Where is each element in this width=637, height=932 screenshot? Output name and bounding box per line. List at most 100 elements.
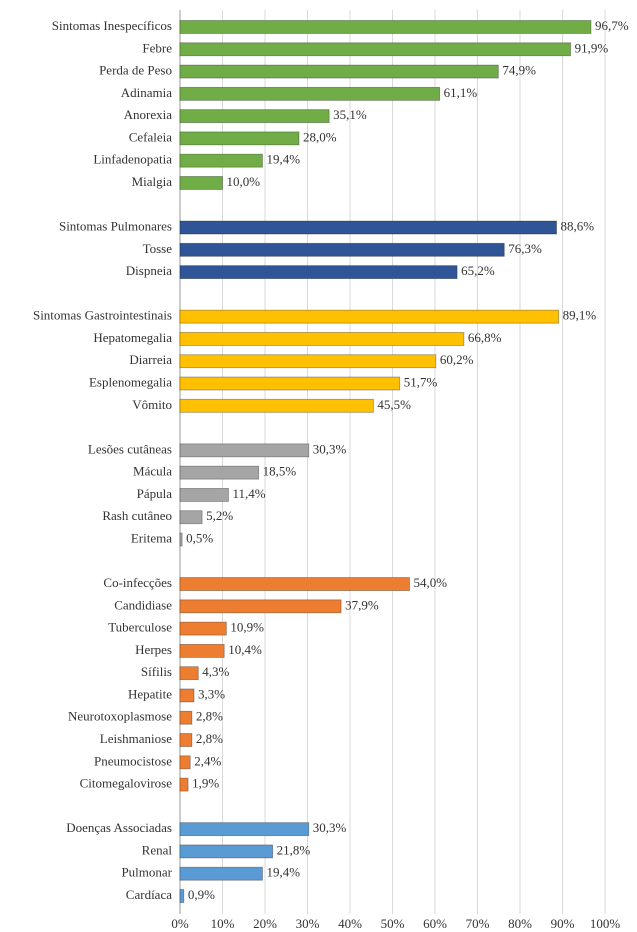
x-tick-label: 20% — [253, 916, 277, 931]
x-tick-label: 50% — [381, 916, 405, 931]
data-label: 0,5% — [186, 530, 213, 545]
bar — [179, 643, 225, 658]
bar — [179, 242, 505, 257]
data-label: 89,1% — [563, 308, 597, 323]
bar — [179, 777, 189, 792]
y-tick-label: Pulmonar — [121, 865, 172, 880]
data-label: 45,5% — [377, 397, 411, 412]
y-tick-label: Perda de Peso — [99, 63, 172, 78]
y-tick-label: Hepatite — [128, 686, 172, 701]
data-label: 30,3% — [313, 441, 347, 456]
bar — [179, 354, 437, 369]
y-tick-label: Hepatomegalia — [93, 330, 172, 345]
bar — [179, 465, 260, 480]
data-label: 2,8% — [196, 709, 223, 724]
y-tick-label: Leishmaniose — [100, 731, 172, 746]
bar — [179, 153, 263, 168]
bar — [179, 86, 441, 101]
bar — [179, 488, 229, 502]
data-label: 76,3% — [508, 241, 542, 256]
x-tick-label: 70% — [466, 916, 490, 931]
y-tick-label: Febre — [142, 40, 172, 55]
data-label: 3,3% — [198, 686, 225, 701]
data-label: 10,0% — [227, 174, 261, 189]
bar — [179, 889, 185, 903]
data-label: 0,9% — [188, 887, 215, 902]
y-tick-label: Vômito — [132, 397, 172, 412]
y-tick-label: Mácula — [133, 464, 172, 479]
data-label: 2,8% — [196, 731, 223, 746]
bar — [179, 109, 330, 124]
y-tick-label: Diarreia — [129, 352, 172, 367]
bar — [179, 822, 310, 837]
y-tick-label: Herpes — [135, 642, 172, 657]
bar — [179, 220, 557, 235]
y-tick-label: Sintomas Inespecíficos — [52, 18, 172, 33]
data-label: 91,9% — [575, 40, 609, 55]
data-label: 21,8% — [277, 842, 311, 857]
bar — [179, 376, 401, 391]
data-label: 88,6% — [561, 219, 595, 234]
y-tick-label: Rash cutâneo — [102, 508, 172, 523]
y-tick-label: Tosse — [143, 241, 173, 256]
y-tick-label: Adinamia — [121, 85, 172, 100]
bar — [179, 64, 499, 79]
data-label: 10,9% — [230, 620, 264, 635]
data-label: 28,0% — [303, 129, 337, 144]
y-tick-label: Neurotoxoplasmose — [68, 709, 172, 724]
data-label: 5,2% — [206, 508, 233, 523]
y-tick-label: Pneumocistose — [94, 753, 172, 768]
y-tick-label: Cardíaca — [126, 887, 172, 902]
bar — [179, 755, 191, 770]
bar — [179, 443, 310, 458]
bar — [179, 866, 263, 881]
x-tick-label: 60% — [423, 916, 447, 931]
data-label: 37,9% — [345, 597, 379, 612]
data-label: 60,2% — [440, 352, 474, 367]
data-label: 96,7% — [595, 18, 629, 33]
bar — [179, 621, 227, 636]
bar — [179, 710, 193, 725]
y-tick-label: Candidiase — [114, 597, 172, 612]
y-tick-label: Esplenomegalia — [89, 374, 172, 389]
data-label: 18,5% — [263, 464, 297, 479]
y-tick-label: Sintomas Pulmonares — [59, 219, 172, 234]
bar — [179, 666, 199, 681]
bar — [179, 532, 183, 547]
bar — [179, 688, 195, 703]
x-tick-label: 90% — [551, 916, 575, 931]
y-tick-label: Co-infecções — [103, 575, 172, 590]
y-tick-label: Renal — [142, 842, 173, 857]
bar — [179, 20, 592, 34]
y-tick-label: Doenças Associadas — [66, 820, 172, 835]
data-label: 35,1% — [333, 107, 367, 122]
y-tick-label: Sífilis — [141, 664, 172, 679]
bar — [179, 510, 203, 525]
y-tick-label: Tuberculose — [108, 620, 172, 635]
data-label: 19,4% — [266, 865, 300, 880]
y-tick-label: Anorexia — [124, 107, 173, 122]
data-label: 1,9% — [192, 776, 219, 791]
x-tick-label: 80% — [508, 916, 532, 931]
y-tick-label: Pápula — [137, 486, 173, 501]
bar — [179, 398, 374, 413]
data-label: 61,1% — [444, 85, 478, 100]
bar — [179, 42, 571, 57]
x-tick-label: 100% — [590, 916, 621, 931]
x-tick-label: 30% — [296, 916, 320, 931]
bar — [179, 599, 342, 614]
data-label: 66,8% — [468, 330, 502, 345]
bar — [179, 265, 458, 280]
y-tick-label: Eritema — [131, 530, 172, 545]
bar — [179, 733, 193, 747]
bar — [179, 844, 274, 859]
y-tick-label: Linfadenopatia — [93, 152, 172, 167]
x-tick-label: 40% — [338, 916, 362, 931]
y-tick-label: Mialgia — [132, 174, 173, 189]
data-label: 51,7% — [404, 374, 438, 389]
data-label: 10,4% — [228, 642, 262, 657]
y-tick-label: Sintomas Gastrointestinais — [33, 308, 172, 323]
y-tick-label: Citomegalovirose — [80, 776, 173, 791]
data-label: 4,3% — [202, 664, 229, 679]
